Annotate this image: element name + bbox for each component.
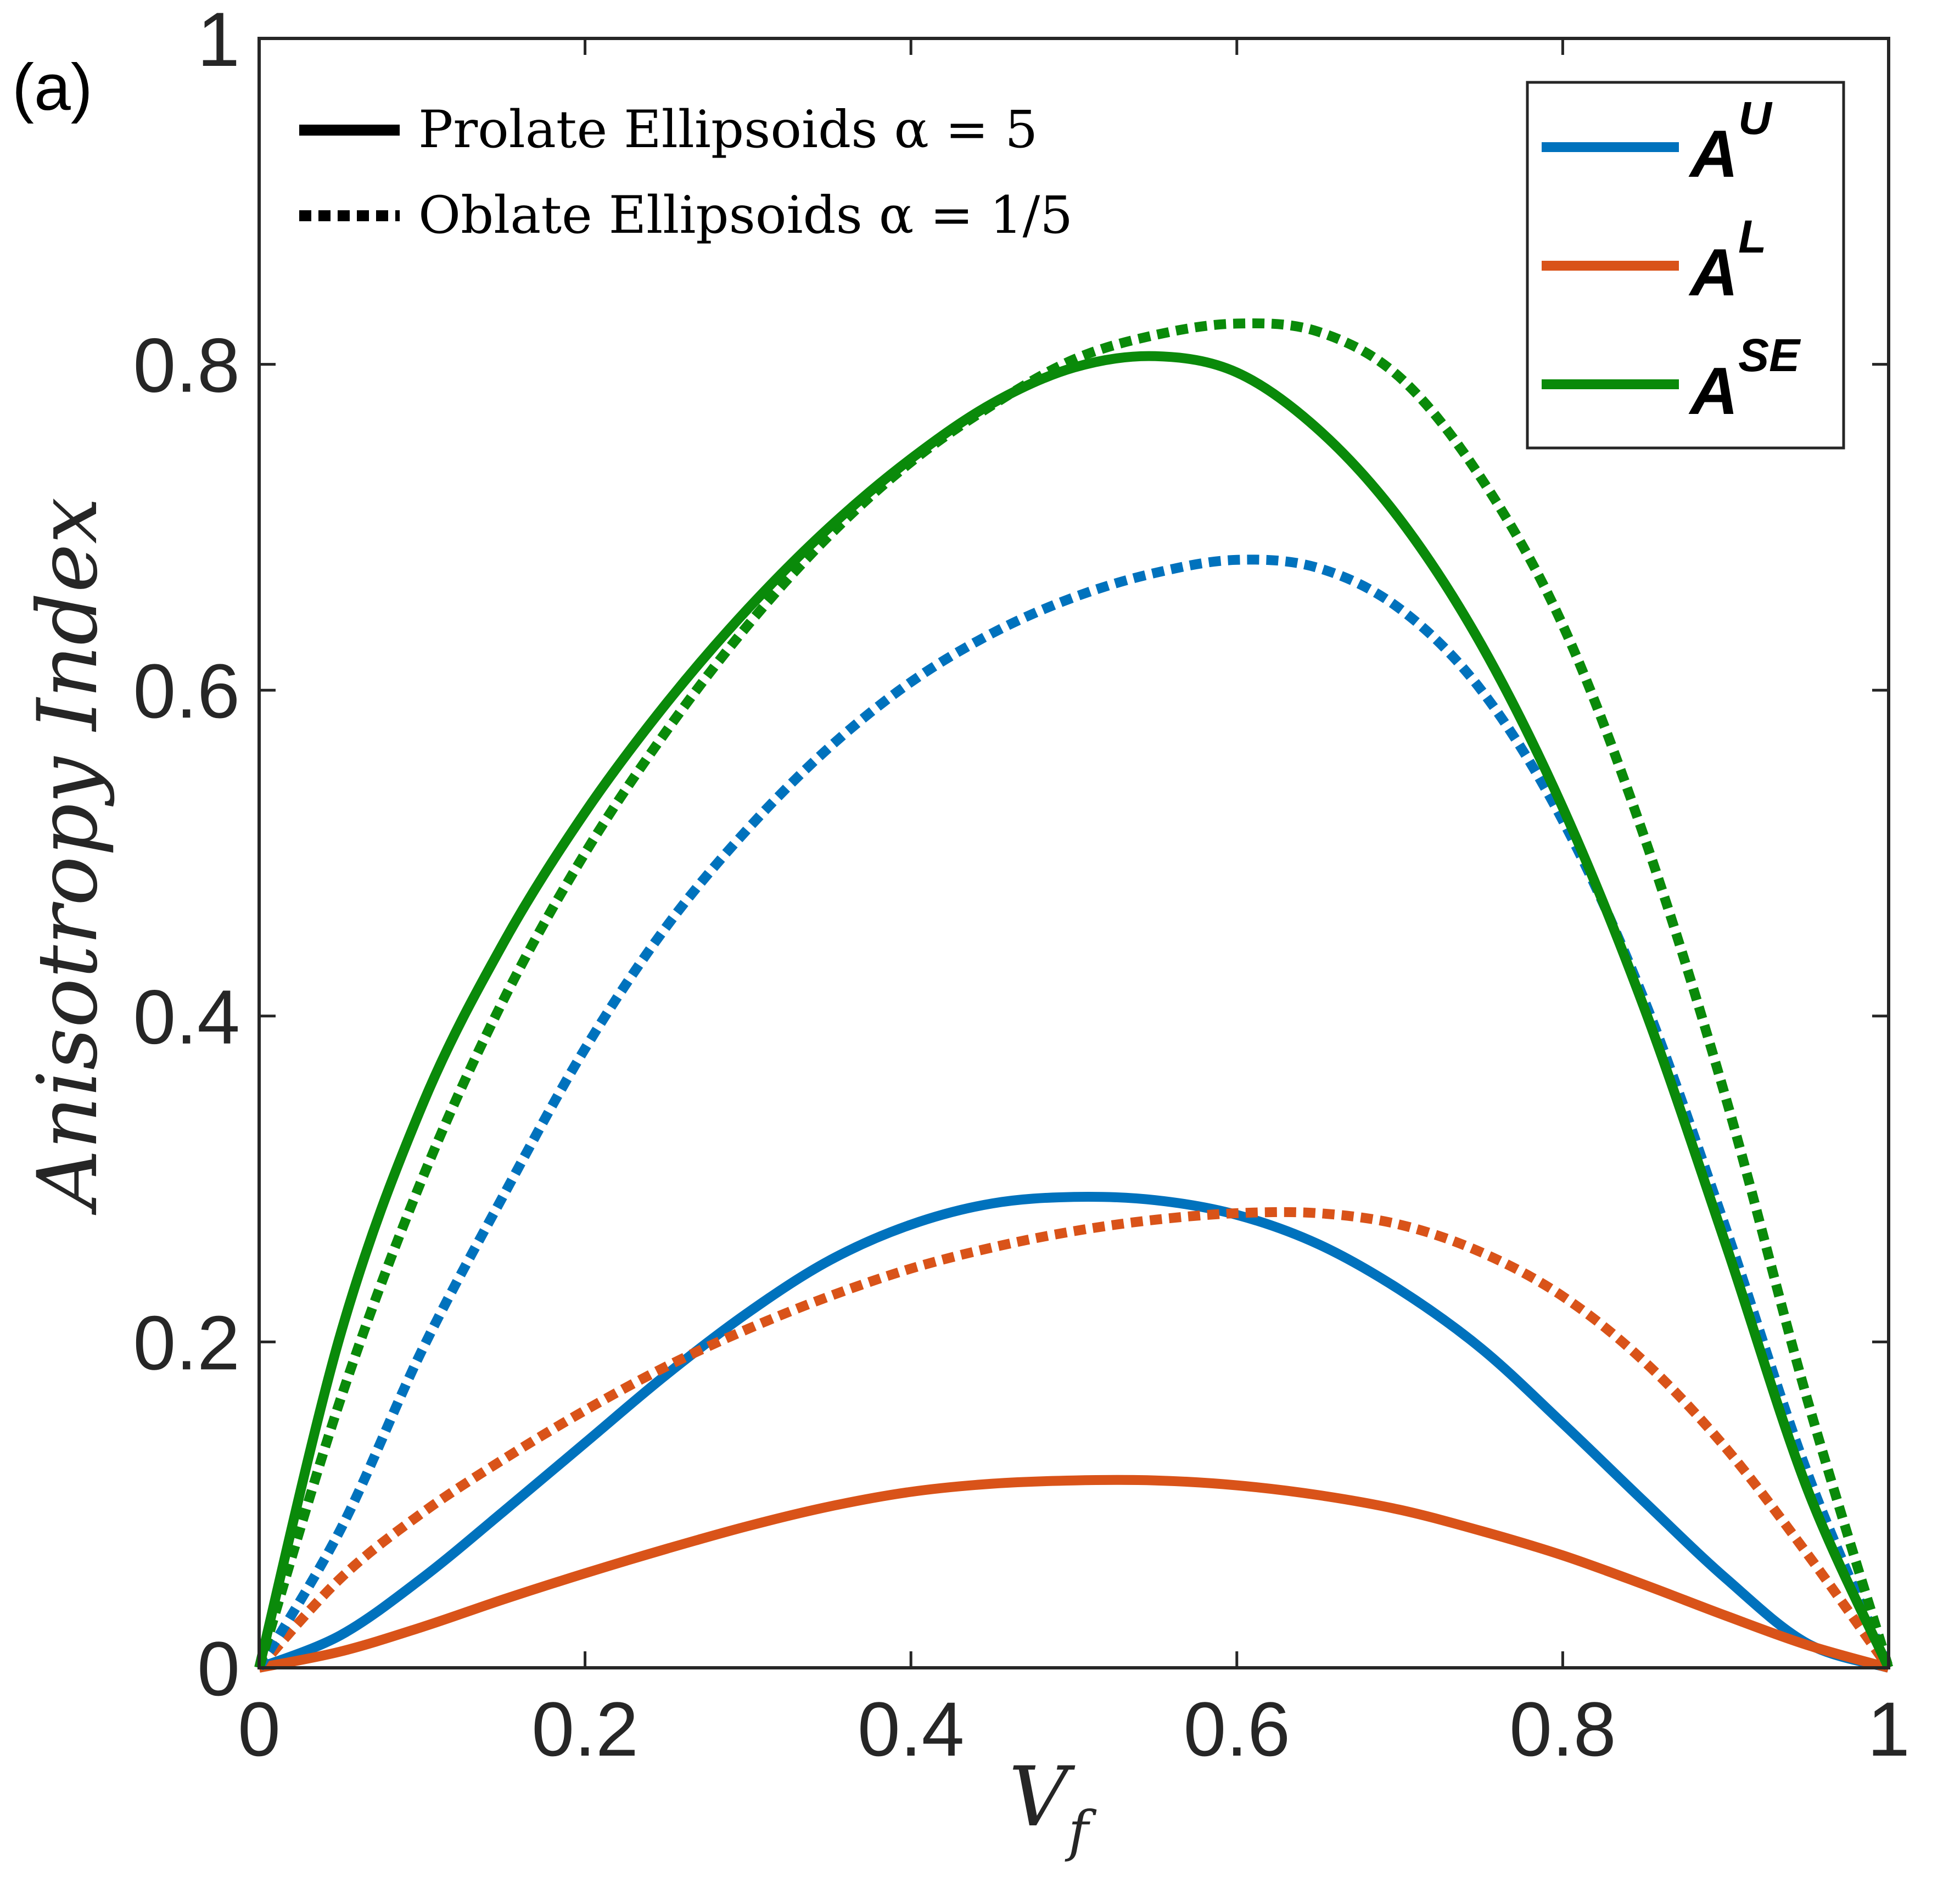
series-legend: AU AL ASE	[1526, 81, 1845, 450]
x-tick-label: 0.4	[858, 1686, 965, 1772]
legend-label-al: AL	[1688, 211, 1766, 310]
style-legend: Prolate Ellipsoids α = 5 Oblate Ellipsoi…	[299, 100, 1073, 245]
y-tick-label: 0.6	[133, 648, 240, 734]
tick-labels: 0 0.2 0.4 0.6 0.8 1 0 0.2 0.4 0.6 0.8 1	[133, 0, 1910, 1772]
x-tick-label: 1	[1867, 1686, 1910, 1772]
series-al-dotted	[255, 1207, 1893, 1672]
x-tick-label: 0	[238, 1686, 281, 1772]
series-al-solid	[258, 1475, 1890, 1673]
x-tick-label: 0.2	[531, 1686, 639, 1772]
y-tick-label: 0.2	[133, 1299, 240, 1386]
style-legend-dotted-label: Oblate Ellipsoids α = 1/5	[418, 186, 1073, 245]
series-au-solid	[257, 1191, 1890, 1673]
y-tick-label: 0	[197, 1626, 240, 1712]
series-layer	[254, 318, 1894, 1673]
legend-label-ase: ASE	[1688, 329, 1801, 428]
series-au-dotted	[255, 554, 1894, 1671]
x-tick-label: 0.6	[1183, 1686, 1290, 1772]
y-tick-label: 0.8	[133, 322, 240, 408]
y-tick-label: 1	[197, 0, 240, 82]
panel-label: (a)	[12, 51, 93, 124]
ticks-layer	[257, 37, 1890, 1669]
y-axis-title: Anisotropy Index	[20, 497, 116, 1215]
series-ase-dotted	[254, 318, 1894, 1669]
style-legend-solid-label: Prolate Ellipsoids α = 5	[418, 100, 1038, 160]
series-ase-solid	[254, 351, 1894, 1670]
legend-label-au: AU	[1688, 92, 1773, 191]
x-tick-label: 0.8	[1509, 1686, 1616, 1772]
y-tick-label: 0.4	[133, 974, 240, 1060]
plot-frame	[257, 37, 1890, 1669]
x-axis-title: Vf	[1009, 1750, 1096, 1863]
